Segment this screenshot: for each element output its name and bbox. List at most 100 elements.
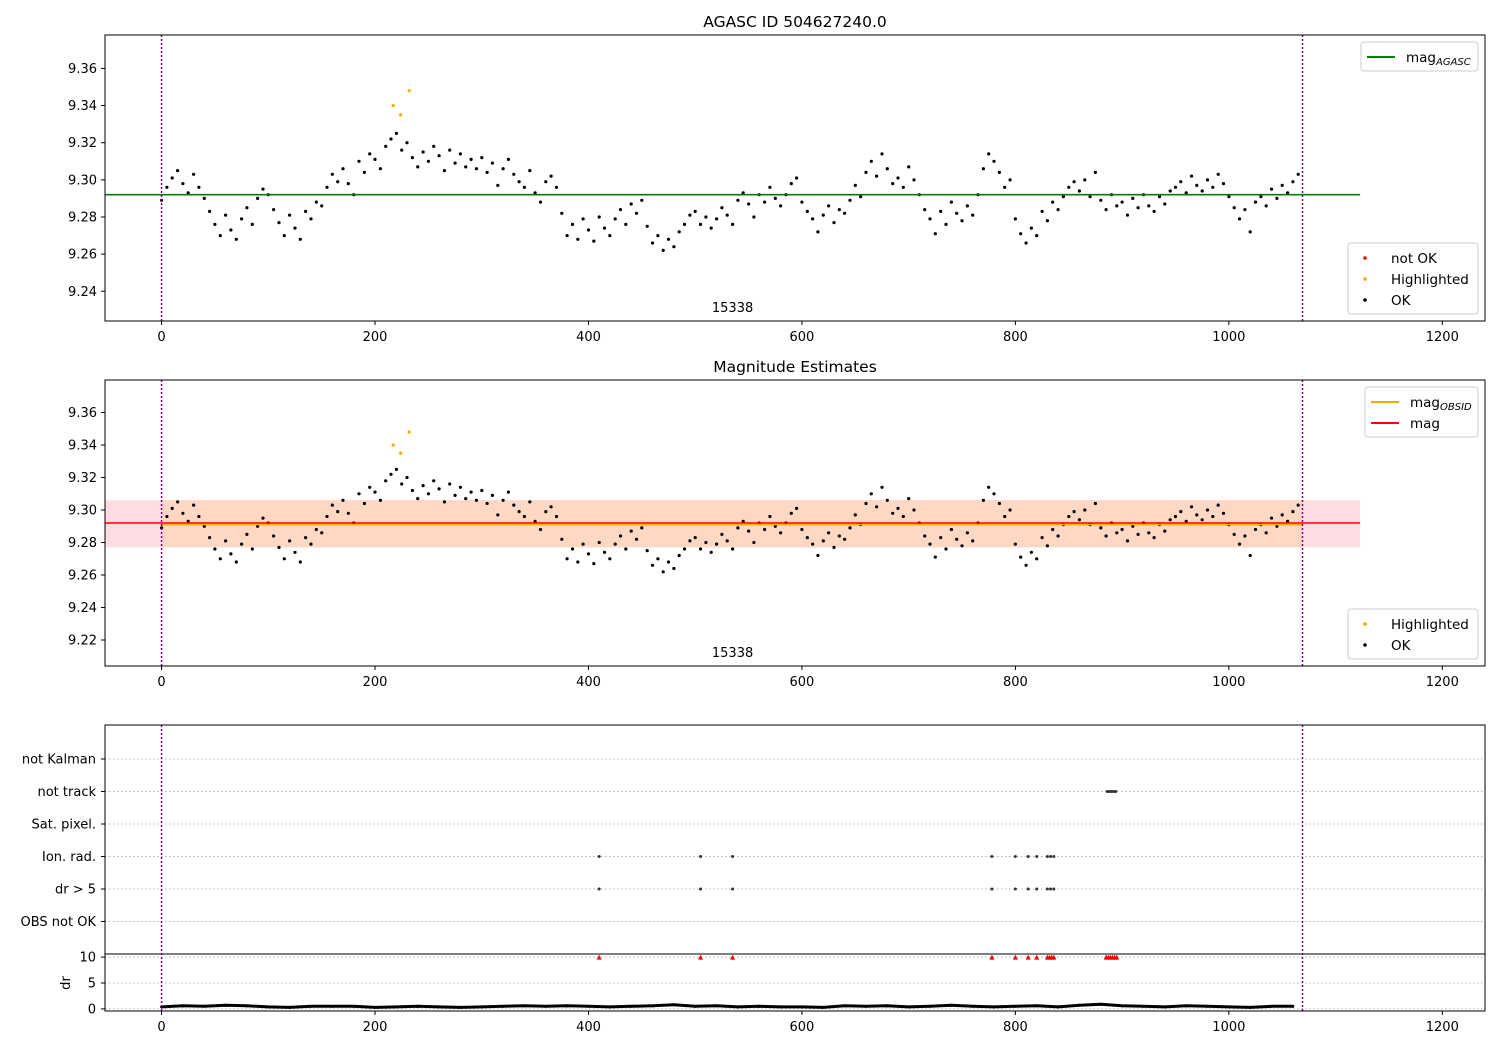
ok-point: [1013, 542, 1018, 546]
ok-point: [272, 208, 276, 212]
legend-marker-swatch: [1363, 277, 1367, 281]
ok-point: [357, 492, 361, 496]
legend-label-text: not OK: [1391, 251, 1438, 267]
ok-point: [405, 141, 409, 145]
ok-point: [864, 501, 868, 506]
dr-clipped-marker: [730, 954, 736, 960]
ok-point: [789, 511, 793, 515]
ok-point: [677, 553, 681, 558]
dr-point: [480, 1005, 484, 1009]
ok-point: [1269, 187, 1274, 191]
ok-point: [827, 531, 831, 535]
ok-point: [458, 152, 462, 156]
ok-point: [1200, 518, 1204, 522]
ok-point: [256, 524, 260, 528]
ok-point: [997, 501, 1002, 506]
ok-point: [1157, 195, 1162, 199]
y-tick-label: 9.32: [68, 471, 97, 486]
ok-point: [672, 245, 676, 249]
ok-point: [592, 562, 596, 566]
ok-point: [1019, 555, 1023, 559]
dr-point: [672, 1003, 676, 1007]
y-tick-label: 9.26: [68, 569, 97, 584]
dr-point: [949, 1003, 953, 1007]
ok-point: [160, 526, 164, 530]
ok-point: [538, 527, 543, 532]
ok-point: [960, 544, 964, 548]
ok-point: [1291, 180, 1295, 184]
y-tick-label: 9.28: [68, 211, 97, 226]
ok-point: [1296, 172, 1300, 176]
ok-point: [955, 537, 959, 541]
y-tick-label: 9.32: [68, 136, 97, 151]
ok-point: [1019, 232, 1023, 236]
dr-point: [885, 1004, 889, 1008]
y-tick-label: 9.34: [68, 99, 97, 114]
legend: Highlighted OK: [1347, 608, 1479, 660]
dr-point: [864, 1004, 868, 1008]
ok-point: [656, 234, 660, 238]
ok-point: [928, 542, 932, 546]
ok-point: [512, 503, 516, 507]
ok-point: [848, 198, 852, 202]
legend-frame: [1347, 242, 1479, 315]
ok-point: [752, 540, 756, 545]
dr-point: [309, 1004, 313, 1008]
flag-point: [1035, 887, 1039, 891]
ok-point: [336, 180, 340, 184]
ok-point: [181, 511, 185, 515]
ok-point: [1237, 217, 1242, 221]
dr-point: [1056, 1005, 1060, 1009]
ok-point: [480, 156, 484, 160]
ok-point: [554, 185, 559, 189]
ok-point: [885, 498, 889, 502]
ok-point: [293, 550, 297, 554]
ok-point: [1296, 503, 1300, 507]
ok-point: [608, 557, 612, 561]
ok-point: [1099, 526, 1103, 530]
ok-point: [725, 539, 729, 543]
ok-point: [992, 492, 996, 496]
dr-point: [651, 1004, 655, 1008]
ok-point: [336, 510, 340, 514]
ok-point: [282, 557, 286, 561]
ok-point: [800, 200, 804, 204]
legend-marker-swatch: [1363, 298, 1367, 302]
ok-point: [597, 540, 601, 545]
dr-point: [608, 1005, 612, 1009]
dr-clipped-marker: [1051, 954, 1057, 960]
category-label: Ion. rad.: [42, 850, 96, 865]
dr-tick-label: 5: [88, 977, 96, 992]
ok-point: [960, 219, 964, 223]
ok-point: [832, 545, 836, 550]
ok-point: [1003, 185, 1007, 189]
legend-label-text: mag: [1406, 50, 1436, 66]
ok-point: [373, 490, 377, 494]
ok-point: [907, 497, 911, 501]
ok-point: [949, 200, 954, 204]
ok-point: [869, 159, 873, 163]
ok-point: [763, 527, 767, 532]
ok-point: [384, 479, 388, 483]
ok-point: [827, 204, 831, 208]
flag-point: [1105, 790, 1109, 793]
ok-point: [816, 553, 820, 558]
ok-point: [165, 514, 169, 519]
ok-point: [981, 167, 986, 171]
ok-point: [811, 217, 815, 221]
dr-point: [330, 1004, 334, 1008]
dr-point: [416, 1004, 420, 1008]
axes-frame: [104, 724, 1486, 1012]
ok-point: [1008, 178, 1012, 182]
ok-point: [442, 500, 446, 504]
ok-point: [213, 547, 217, 551]
ok-point: [1216, 172, 1220, 176]
dr-point: [586, 1004, 590, 1008]
ok-point: [1077, 189, 1081, 193]
ok-point: [1035, 557, 1039, 561]
ok-point: [1280, 183, 1284, 187]
ok-point: [698, 547, 703, 551]
ok-point: [715, 542, 719, 546]
ok-point: [554, 514, 559, 519]
ok-point: [896, 506, 900, 510]
